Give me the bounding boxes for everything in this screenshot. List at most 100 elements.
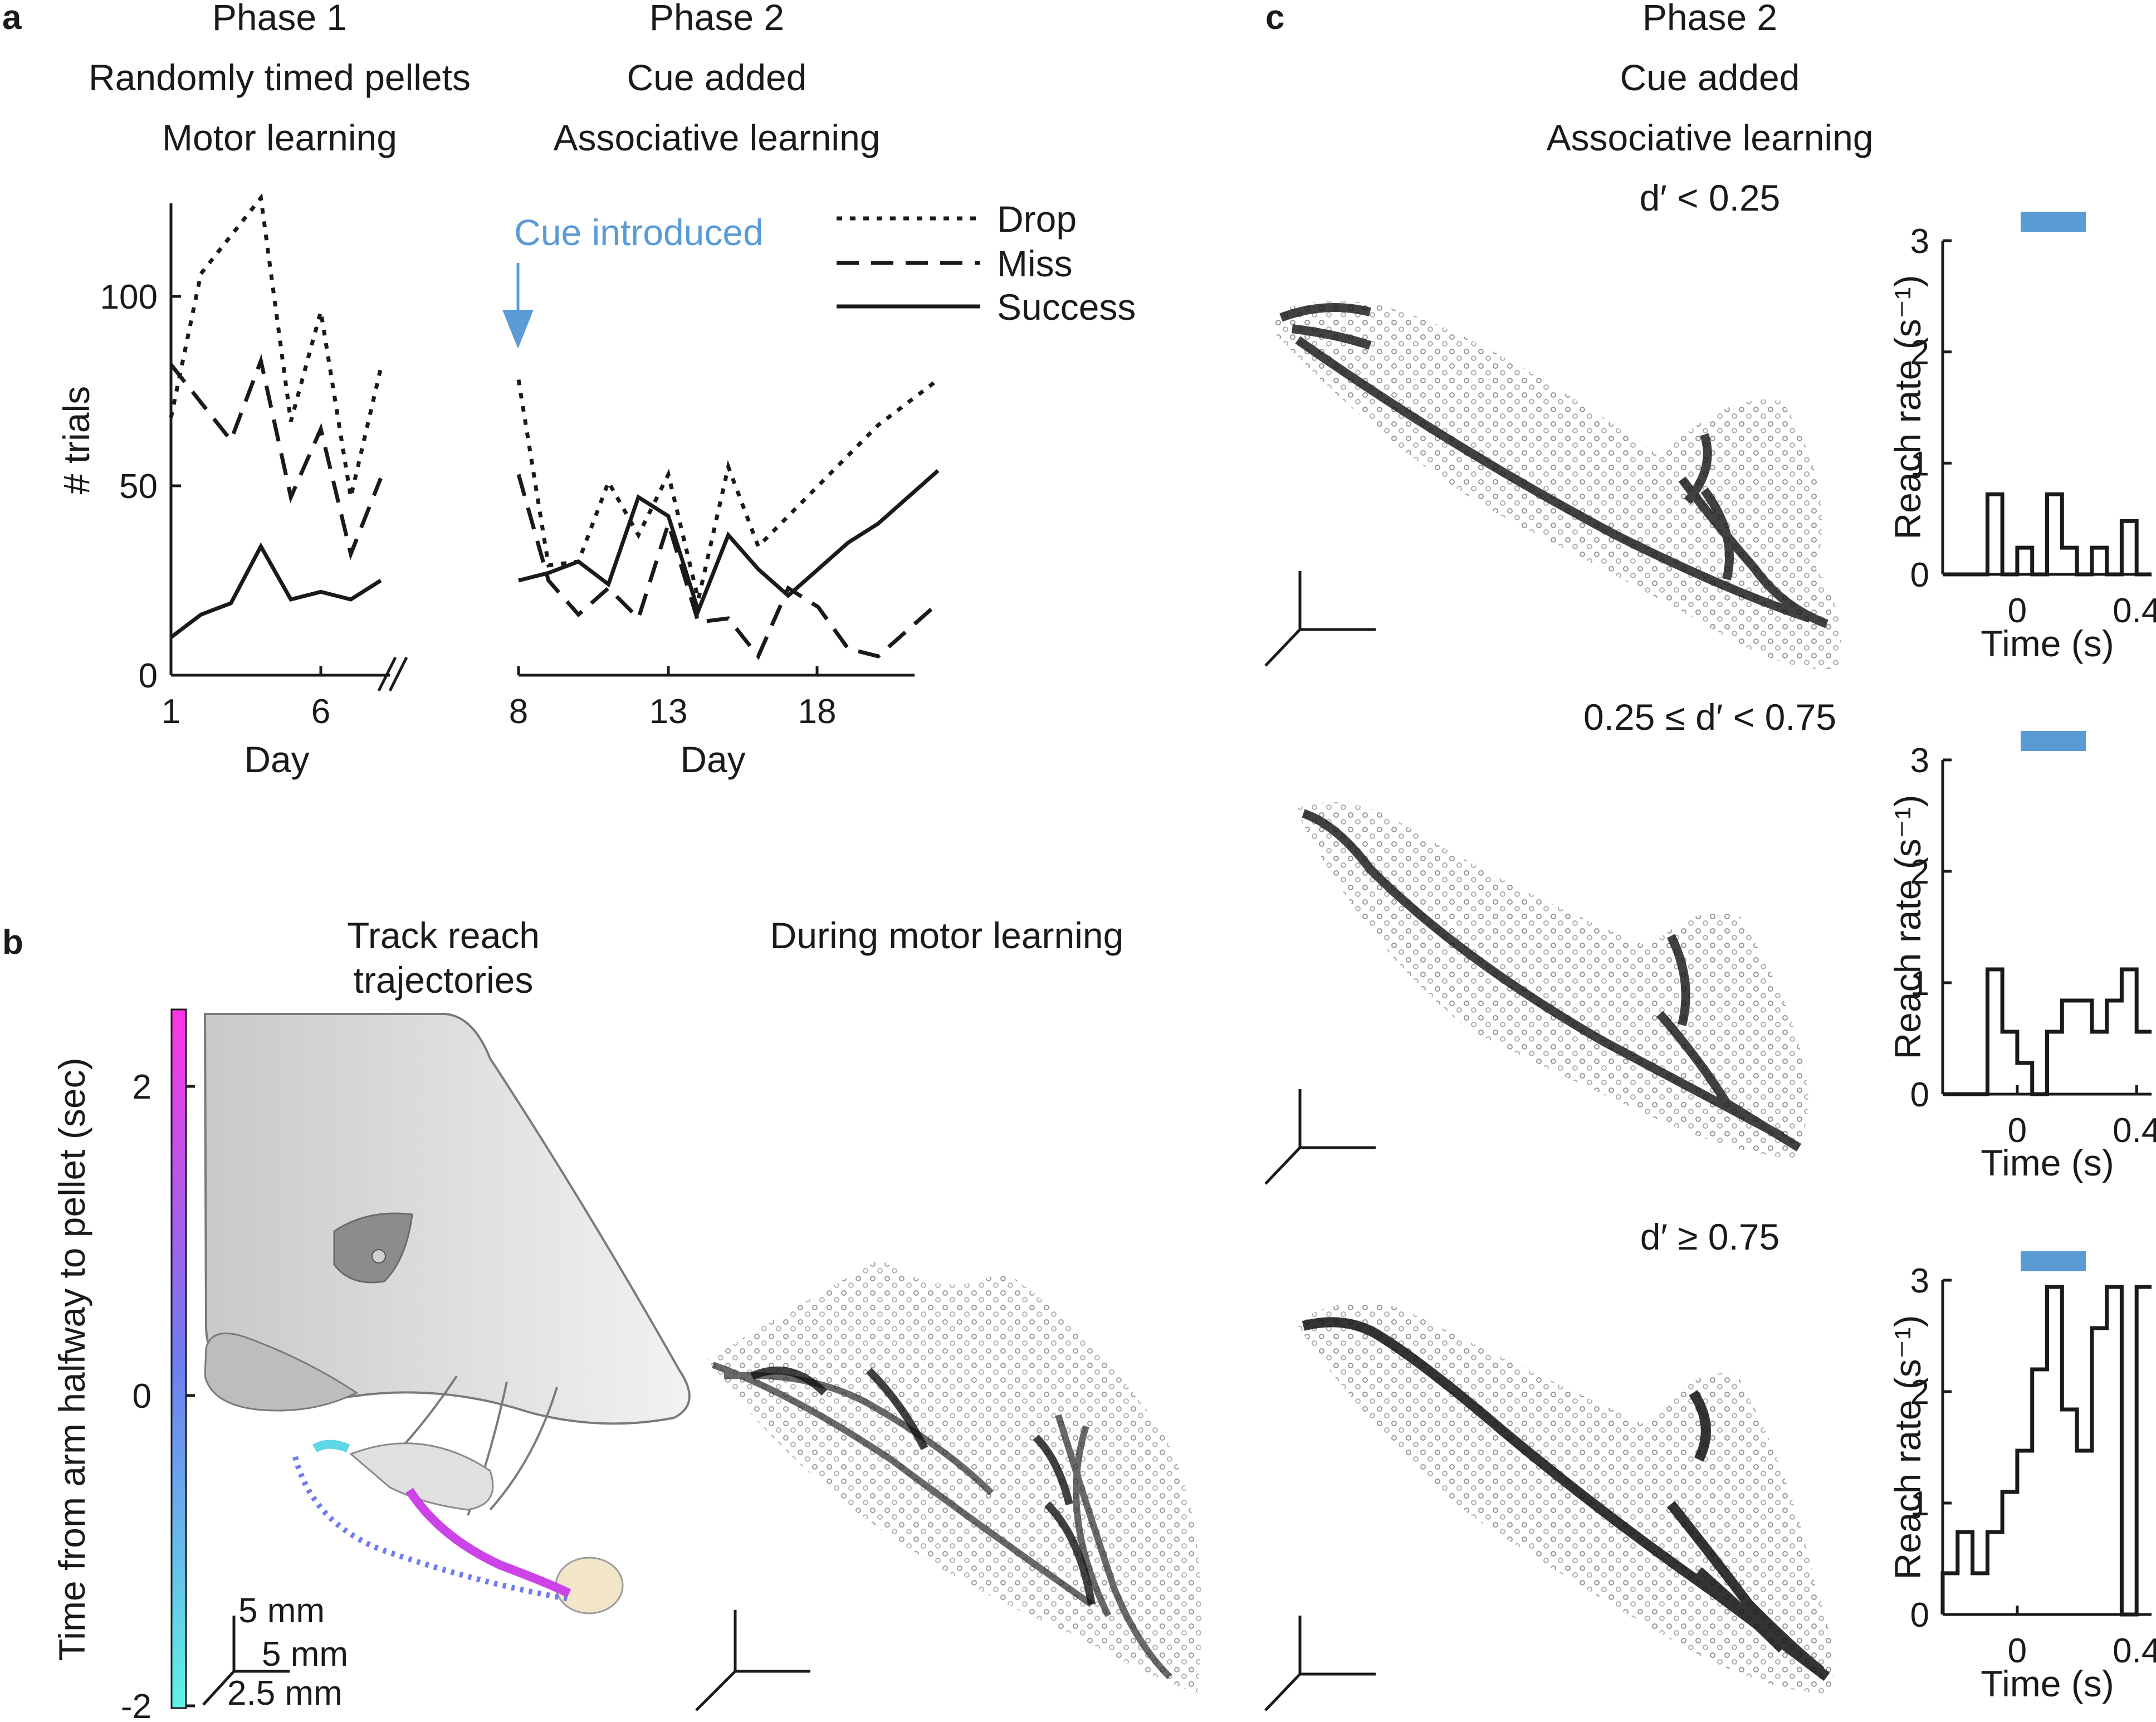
scale-axes-c3 <box>1264 1616 1376 1711</box>
phase2-chart: 8 13 18 Day Cue introduced <box>502 212 940 780</box>
histogram-bin <box>1987 969 2002 1094</box>
colorbar-label: Time from arm halfway to pellet (sec) <box>51 1057 92 1661</box>
reach-trajectory-start <box>312 1440 350 1453</box>
histogram-bin <box>1987 1532 2002 1614</box>
panel-b-title-right: During motor learning <box>770 915 1124 956</box>
series-line-drop-phase2 <box>516 378 940 600</box>
mouse-ear <box>204 1332 358 1412</box>
hist-y-tick-label: 0 <box>1910 556 1929 594</box>
reach-trajectory-outward <box>292 1456 569 1602</box>
legend-label-success: Success <box>997 286 1136 328</box>
series-line-success-phase2 <box>518 469 940 617</box>
trajectory-dense-core <box>1279 303 1829 628</box>
phase1-subtitle: Randomly timed pellets <box>89 57 471 98</box>
phase1-chart: 0 50 100 1 6 Day # trials <box>56 193 408 780</box>
histogram-bin <box>2002 1032 2017 1094</box>
panel-b-title-line1: Track reach <box>347 915 540 956</box>
cue-bar <box>2021 1251 2086 1271</box>
histogram-bin <box>2017 1451 2032 1614</box>
hist-y-tick-label: 2 <box>1910 334 1929 372</box>
hist-x-tick-label: 0.4 <box>2113 592 2156 630</box>
histogram-bin <box>2092 1032 2107 1094</box>
axis-break-mark <box>377 656 397 692</box>
histogram-bin <box>2017 1063 2032 1094</box>
panel-b-title-line2: trajectories <box>354 959 534 1001</box>
histogram-row3: Reach rate (s⁻¹) Time (s) 0 1 2 3 0 0.4 <box>1887 1251 2156 1704</box>
axis-depth <box>1264 628 1301 667</box>
scale-bar-b: 5 mm 5 mm 2.5 mm <box>202 1592 348 1713</box>
scale-bar-depth <box>202 1670 235 1706</box>
histogram-outline <box>1940 1285 2152 1617</box>
cue-arrow-head <box>502 310 534 349</box>
histogram-row1: Reach rate (s⁻¹) Time (s) 0 1 2 3 0 0.4 <box>1887 212 2156 664</box>
histogram-outline <box>1943 492 2152 577</box>
histogram-row2: Reach rate (s⁻¹) Time (s) 0 1 2 3 0 0.4 <box>1887 731 2156 1183</box>
axis-depth <box>1264 1147 1301 1185</box>
panel-c-phase-title: Phase 2 <box>1642 0 1777 38</box>
trajectory-cloud-row1 <box>1275 301 1841 669</box>
trajectory-cloud <box>707 1259 1201 1694</box>
axis-depth <box>1264 1673 1301 1711</box>
trajectory-dense-core <box>1302 809 1802 1152</box>
x-tick-label: 18 <box>798 692 837 731</box>
scale-label: 5 mm <box>238 1592 325 1630</box>
series-line-miss-phase1 <box>169 354 383 560</box>
trajectory-cloud <box>1298 1303 1834 1694</box>
histogram-bin <box>2137 1032 2152 1094</box>
histogram-bin <box>2092 548 2107 574</box>
hist-y-tick-label: 2 <box>1910 1373 1929 1412</box>
hist-y-tick-label: 3 <box>1910 742 1929 780</box>
histogram-bin <box>2107 1287 2122 1614</box>
hist-x-tick-label: 0.4 <box>2113 1632 2156 1670</box>
colorbar-tick-label: 2 <box>133 1068 151 1106</box>
cue-bar <box>2021 212 2086 232</box>
hist-y-label: Reach rate (s⁻¹) <box>1887 1315 1928 1580</box>
reach-trajectory-return <box>405 1487 571 1598</box>
scale-axes-c1 <box>1264 571 1376 667</box>
phase2-subtitle: Cue added <box>627 57 807 98</box>
panel-label-c: c <box>1265 0 1284 37</box>
y-axis-label: # trials <box>56 386 97 494</box>
trajectory-cloud <box>1298 802 1808 1159</box>
hist-x-tick-label: 0.4 <box>2113 1111 2156 1150</box>
series-line-miss-phase2 <box>516 474 940 660</box>
phase2-x-axis-label: Day <box>680 739 745 780</box>
x-tick-label: 8 <box>509 692 528 731</box>
hist-x-label: Time (s) <box>1981 1142 2114 1183</box>
series-line-success-phase1 <box>169 542 382 639</box>
histogram-bin <box>2092 1328 2107 1614</box>
hist-y-tick-label: 0 <box>1910 1596 1929 1635</box>
hist-x-tick-label: 0 <box>2008 1111 2027 1150</box>
legend-label-drop: Drop <box>997 198 1077 240</box>
histogram-bin <box>2077 1451 2092 1614</box>
mouse-paw <box>349 1442 494 1511</box>
histogram-outline <box>1943 967 2152 1096</box>
hist-y-tick-label: 2 <box>1910 853 1929 891</box>
panel-label-a: a <box>2 0 22 37</box>
condition-label-row1: d′ < 0.25 <box>1640 177 1781 218</box>
histogram-bin <box>2062 1001 2077 1094</box>
panel-c-learning-label: Associative learning <box>1547 117 1874 158</box>
histogram-bin <box>2137 1287 2152 1614</box>
colorbar-tick-label: -2 <box>121 1687 151 1722</box>
hist-x-label: Time (s) <box>1981 1663 2114 1704</box>
histogram-bin <box>2121 521 2137 574</box>
pellet <box>555 1557 624 1614</box>
hist-x-tick-label: 0 <box>2008 592 2027 630</box>
trajectory-cloud <box>1275 301 1841 669</box>
histogram-bin <box>1943 1573 1958 1614</box>
x-tick-label: 13 <box>649 692 688 731</box>
colorbar-gradient <box>170 1008 187 1709</box>
histogram-bin <box>2047 1287 2062 1614</box>
scale-label: 2.5 mm <box>227 1674 343 1713</box>
histogram-bin <box>2077 1001 2092 1094</box>
panel-c-phase-subtitle: Cue added <box>1620 57 1800 98</box>
histogram-bin <box>1958 1532 1973 1614</box>
phase2-learning-label: Associative learning <box>554 117 881 158</box>
hist-y-label: Reach rate (s⁻¹) <box>1887 275 1928 540</box>
phase1-x-axis-label: Day <box>244 739 309 780</box>
mouse-whisker <box>489 1387 558 1511</box>
phase1-title: Phase 1 <box>212 0 347 38</box>
y-tick-label: 50 <box>119 467 158 506</box>
